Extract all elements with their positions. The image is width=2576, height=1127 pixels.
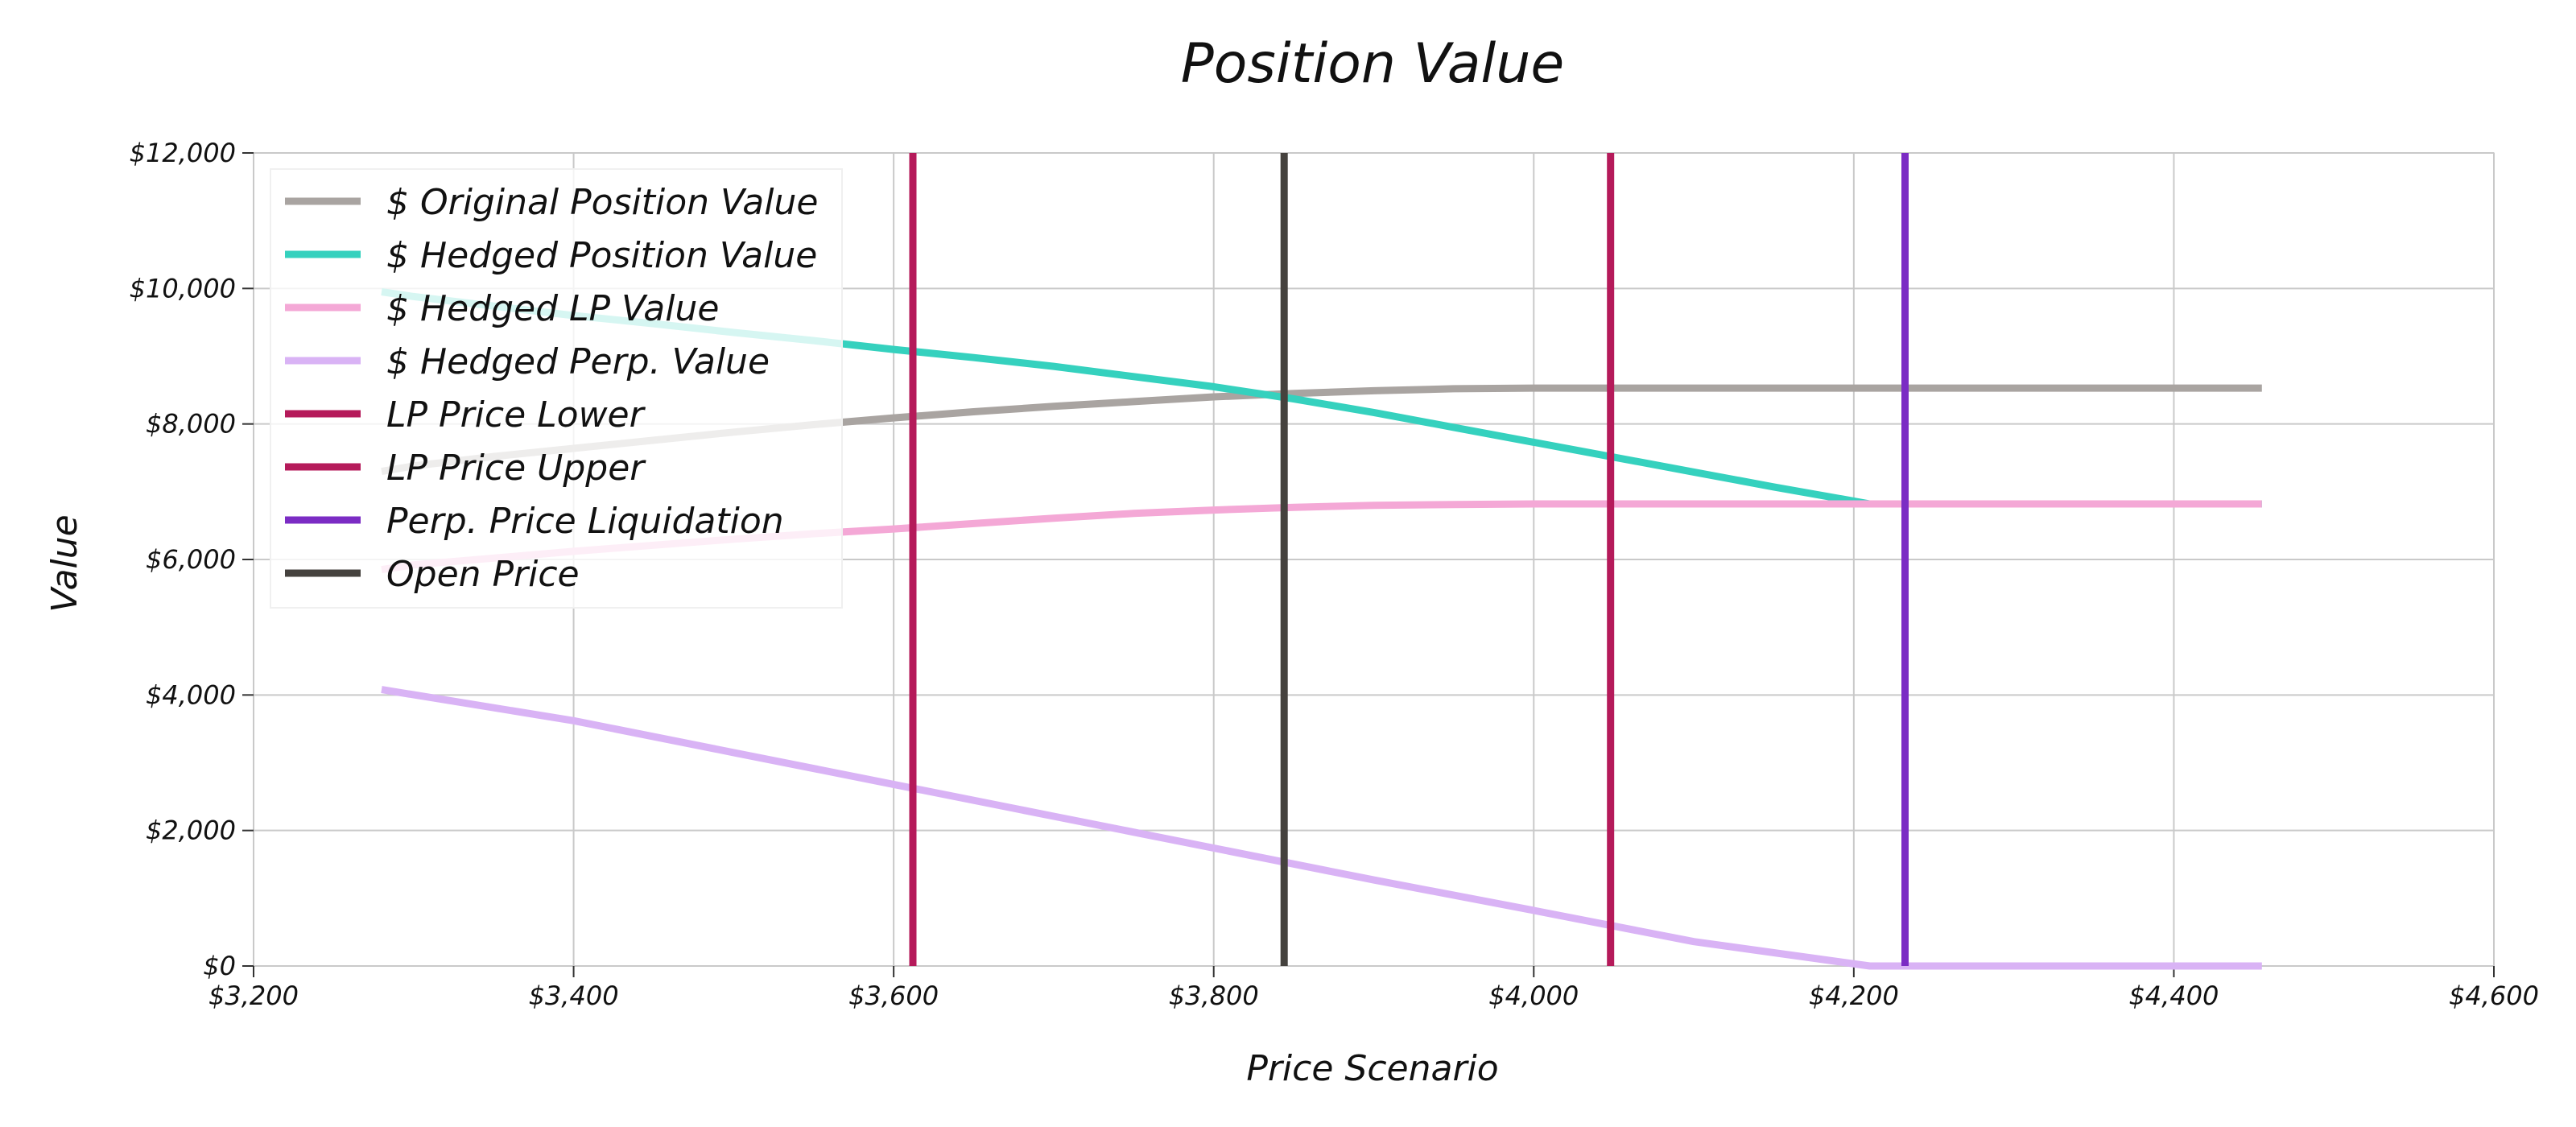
series-lines	[381, 153, 2262, 970]
legend-label-lp-price-lower: LP Price Lower	[386, 394, 646, 436]
legend: $ Original Position Value $ Hedged Positi…	[270, 168, 843, 609]
y-tick-label: $12,000	[130, 138, 236, 168]
y-axis-label: Value	[44, 514, 85, 612]
x-tick-label: $4,600	[2449, 980, 2539, 1011]
y-tick-label: $8,000	[146, 409, 236, 440]
x-tick-label: $3,600	[848, 980, 939, 1011]
legend-label-perp-price-liquidation: Perp. Price Liquidation	[386, 501, 784, 542]
x-tick-label: $3,200	[208, 980, 299, 1011]
x-tick-label: $4,400	[2128, 980, 2219, 1011]
axes: $3,200 $3,400 $3,600 $3,800 $4,000 $4,200 $4,4…	[130, 138, 2539, 1011]
x-tick-label: $3,400	[529, 980, 619, 1011]
legend-label-lp-price-upper: LP Price Upper	[386, 448, 646, 489]
x-tick-label: $4,000	[1488, 980, 1579, 1011]
y-tick-label: $10,000	[130, 273, 236, 303]
x-axis-label: Price Scenario	[1246, 1048, 1498, 1089]
legend-label-open-price: Open Price	[386, 554, 580, 595]
y-tick-label: $2,000	[146, 815, 236, 846]
x-tick-label: $3,800	[1169, 980, 1259, 1011]
legend-label-hedged-position-value: $ Hedged Position Value	[386, 235, 817, 276]
legend-label-hedged-lp-value: $ Hedged LP Value	[386, 288, 719, 329]
y-tick-label: $4,000	[146, 679, 236, 710]
series-line-hedged-perp-value	[381, 686, 2262, 970]
legend-box	[270, 168, 843, 609]
chart-title: Position Value	[1181, 32, 1564, 96]
legend-label-hedged-perp-value: $ Hedged Perp. Value	[386, 341, 770, 382]
legend-label-original-position-value: $ Original Position Value	[386, 182, 818, 223]
y-tick-label: $6,000	[146, 544, 236, 575]
x-tick-label: $4,200	[1809, 980, 1899, 1011]
y-tick-label: $0	[203, 951, 236, 981]
